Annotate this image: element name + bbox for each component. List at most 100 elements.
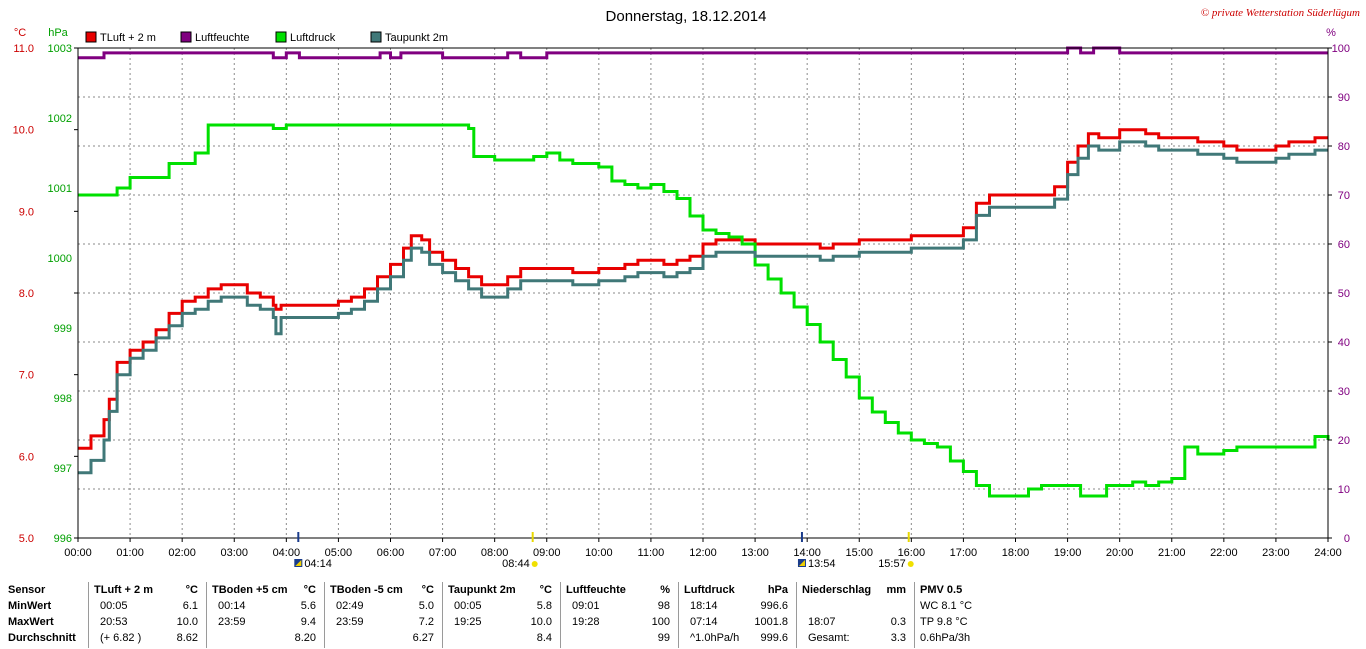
- stats-cell-time: 00:05: [454, 600, 482, 612]
- x-tick-label: 22:00: [1210, 547, 1238, 559]
- pressure-tick-label: 1002: [48, 113, 72, 125]
- event-time: 15:57: [878, 558, 906, 570]
- weather-chart: 00:00 01:00 02:00 03:00 04:00 05:00 06:00 07:00…: [13, 7, 1360, 570]
- humidity-tick-label: 50: [1338, 288, 1350, 300]
- legend-label-taupunkt: Taupunkt 2m: [385, 32, 448, 44]
- stats-cell-value: 5.6: [300, 600, 316, 612]
- humidity-tick-label: 20: [1338, 435, 1350, 447]
- x-tick-label: 21:00: [1158, 547, 1186, 559]
- icon-mark: [295, 560, 302, 566]
- stats-cell-value: 10.0: [176, 616, 198, 628]
- stats-cell-value: 1001.8: [754, 616, 788, 628]
- humidity-tick-label: 0: [1344, 533, 1350, 545]
- stats-cell-time: 19:25: [454, 616, 482, 628]
- temp-tick-label: 5.0: [19, 533, 34, 545]
- x-tick-label: 10:00: [585, 547, 613, 559]
- stats-cell-value: 6.27: [412, 632, 434, 644]
- humidity-tick-label: 80: [1338, 141, 1350, 153]
- stats-col-unit: °C: [185, 584, 198, 596]
- x-tick-label: 14:00: [793, 547, 821, 559]
- stats-pmv-value: TP 9.8 °C: [920, 616, 968, 628]
- legend-swatch-tluft: [85, 31, 97, 43]
- stats-cell-value: 999.6: [760, 632, 788, 644]
- stats-cell-value: 99: [657, 632, 670, 644]
- event-time: 08:44: [502, 558, 530, 570]
- series-line-taupunkt: [78, 140, 1328, 475]
- series-line-luftdruck: [78, 123, 1330, 498]
- stats-cell-value: 8.20: [294, 632, 316, 644]
- stats-col-header: Luftfeuchte: [566, 584, 626, 596]
- legend-swatch-luftdruck: [275, 31, 287, 43]
- stats-col-unit: °C: [421, 584, 434, 596]
- legend: TLuft + 2 m Luftfeuchte Luftdruck Taupunkt …: [85, 31, 448, 44]
- x-tick-label: 16:00: [898, 547, 926, 559]
- x-tick-label: 23:00: [1262, 547, 1290, 559]
- stats-cell-time: (+ 6.82 ): [100, 632, 142, 644]
- stats-col-header: Niederschlag: [802, 584, 872, 596]
- legend-swatch-taupunkt: [370, 31, 382, 43]
- stats-col-unit: hPa: [767, 584, 788, 596]
- x-tick-label: 00:00: [64, 547, 92, 559]
- stats-cell-value: 98: [657, 600, 670, 612]
- x-tick-label: 02:00: [168, 547, 196, 559]
- x-tick-label: 03:00: [220, 547, 248, 559]
- pressure-tick-label: 998: [54, 393, 72, 405]
- pressure-tick-label: 996: [54, 533, 72, 545]
- stats-separator: [324, 582, 325, 648]
- event-time: 13:54: [808, 558, 836, 570]
- humidity-tick-label: 60: [1338, 239, 1350, 251]
- stats-col-header: TBoden +5 cm: [212, 584, 288, 596]
- stats-sensor-header: Sensor: [8, 584, 46, 596]
- stats-col-header: TLuft + 2 m: [94, 584, 153, 596]
- x-tick-label: 01:00: [116, 547, 144, 559]
- stats-cell-value: 996.6: [760, 600, 788, 612]
- x-tick-label: 08:00: [481, 547, 509, 559]
- humidity-tick-label: 90: [1338, 92, 1350, 104]
- pressure-unit-label: hPa: [48, 27, 68, 39]
- temp-tick-label: 6.0: [19, 451, 34, 463]
- stats-pmv-value: 0.6hPa/3h: [920, 632, 971, 644]
- x-tick-label: 05:00: [325, 547, 353, 559]
- stats-col-header: Taupunkt 2m: [448, 584, 516, 596]
- stats-cell-value: 0.3: [890, 616, 906, 628]
- stats-cell-time: 09:01: [572, 600, 600, 612]
- humidity-unit-label: %: [1326, 27, 1336, 39]
- x-tick-label: 24:00: [1314, 547, 1342, 559]
- temp-unit-label: °C: [14, 27, 26, 39]
- stats-cell-time: ^1.0hPa/h: [690, 632, 740, 644]
- stats-separator: [206, 582, 207, 648]
- stats-cell-time: Gesamt:: [808, 632, 850, 644]
- temp-tick-label: 11.0: [13, 43, 34, 55]
- humidity-tick-label: 70: [1338, 190, 1350, 202]
- stats-cell-time: 00:05: [100, 600, 128, 612]
- stats-cell-value: 9.4: [300, 616, 316, 628]
- x-tick-label: 19:00: [1054, 547, 1082, 559]
- stats-cell-time: 19:28: [572, 616, 600, 628]
- stats-cell-value: 5.0: [418, 600, 434, 612]
- event-time: 04:14: [304, 558, 332, 570]
- stats-cell-value: 6.1: [182, 600, 198, 612]
- stats-separator: [442, 582, 443, 648]
- temp-tick-label: 8.0: [19, 288, 34, 300]
- chart-title: Donnerstag, 18.12.2014: [606, 8, 767, 25]
- stats-col-header: TBoden -5 cm: [330, 584, 403, 596]
- stats-pmv-value: WC 8.1 °C: [920, 600, 973, 612]
- pressure-tick-label: 1000: [48, 253, 72, 265]
- copyright-text: © private Wetterstation Süderlügum: [1201, 7, 1360, 19]
- pressure-tick-label: 1003: [48, 43, 72, 55]
- stats-cell-time: 02:49: [336, 600, 364, 612]
- stats-cell-time: 23:59: [336, 616, 364, 628]
- stats-row-label: Durchschnitt: [8, 632, 76, 644]
- legend-label-luftfeuchte: Luftfeuchte: [195, 32, 249, 44]
- sunrise-icon: [531, 561, 538, 567]
- series-line-tluft: [78, 128, 1328, 450]
- legend-label-tluft: TLuft + 2 m: [100, 32, 156, 44]
- events: 04:14 08:44 13:54 15:57: [294, 532, 914, 570]
- stats-col-unit: °C: [539, 584, 552, 596]
- stats-separator: [914, 582, 915, 648]
- stats-separator: [796, 582, 797, 648]
- x-tick-label: 09:00: [533, 547, 561, 559]
- stats-cell-value: 8.62: [176, 632, 198, 644]
- sunset-icon: [907, 561, 914, 567]
- stats-col-unit: mm: [886, 584, 906, 596]
